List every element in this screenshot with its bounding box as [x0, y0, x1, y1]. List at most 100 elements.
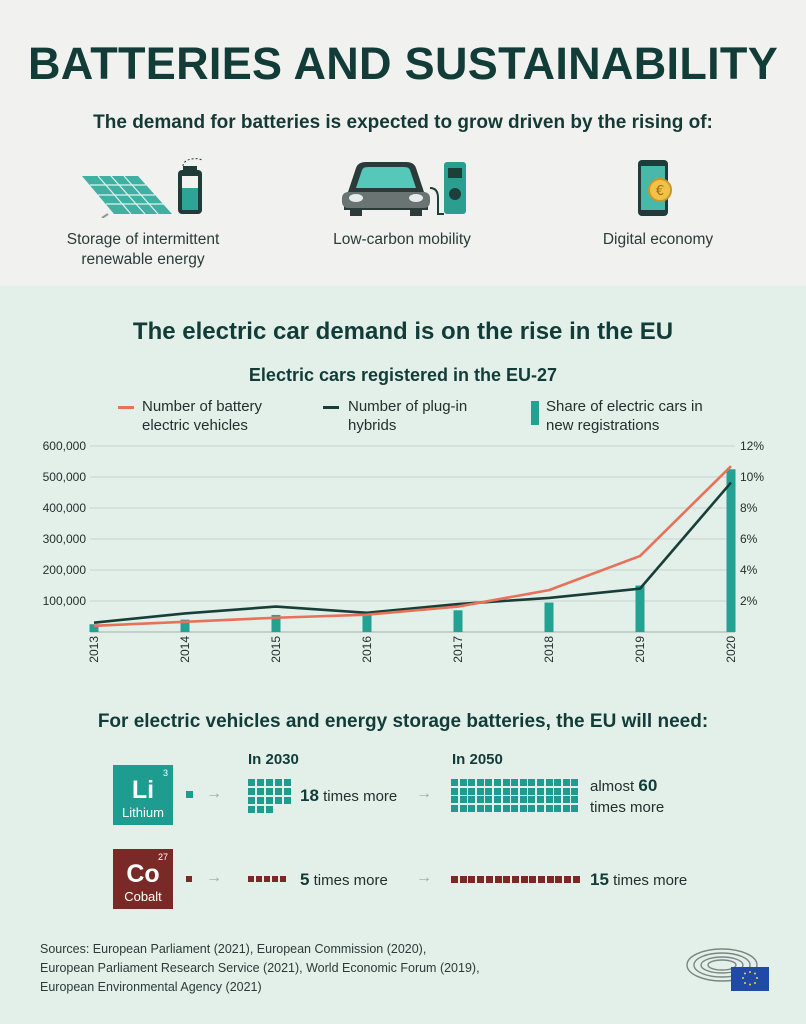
unit-square [275, 788, 282, 795]
unit-square [494, 796, 501, 804]
unit-square [528, 804, 536, 812]
lithium-element-tile: Li 3 Lithium [113, 765, 173, 825]
section-heading: The electric car demand is on the rise i… [132, 318, 674, 345]
unit-square [275, 797, 282, 804]
unit-square [476, 787, 484, 795]
unit-square [485, 796, 493, 804]
unit-square [562, 779, 570, 786]
unit-square [468, 787, 476, 795]
unit-square [511, 779, 519, 786]
arrow-icon: → [416, 869, 432, 886]
unit-square [485, 876, 493, 883]
unit-square [537, 804, 544, 812]
unit-square [545, 796, 553, 804]
unit-square [494, 787, 501, 795]
x-tick-label: 2019 [633, 636, 647, 663]
legend-share-label: Share of electric cars in new registrati… [546, 398, 703, 434]
unit-square [502, 779, 510, 786]
unit-square [571, 804, 579, 812]
x-tick-label: 2016 [360, 636, 374, 663]
unit-square [571, 787, 579, 795]
european-parliament-logo [686, 948, 769, 991]
unit-square [248, 797, 255, 804]
unit-square [519, 796, 527, 804]
unit-square [248, 788, 255, 795]
unit-square [572, 876, 580, 883]
y-left-tick-label: 200,000 [43, 563, 87, 577]
cobalt-2030-multiplier: 5 times more [300, 870, 388, 889]
lithium-name: Lithium [122, 805, 164, 820]
needs-heading: For electric vehicles and energy storage… [97, 711, 709, 732]
unit-square [257, 797, 264, 804]
cobalt-2050-multiplier: 15 times more [590, 870, 688, 889]
unit-square [468, 779, 476, 786]
unit-square [266, 797, 273, 804]
battery-electric-line [93, 465, 732, 628]
svg-text:€: € [656, 184, 664, 199]
y-right-tick-label: 6% [740, 532, 758, 546]
lithium-symbol: Li [131, 776, 155, 804]
x-tick-label: 2014 [178, 636, 192, 663]
unit-square [545, 804, 553, 812]
cobalt-name: Cobalt [124, 889, 162, 904]
sources: Sources: European Parliament (2021), Eur… [40, 940, 480, 997]
unit-square [564, 876, 572, 883]
unit-square [451, 796, 458, 804]
unit-square [537, 787, 544, 795]
cobalt-2050-row [451, 876, 581, 883]
arrow-icon: → [206, 785, 222, 802]
legend-phev-label: Number of plug-in hybrids [348, 398, 468, 434]
share-bar [362, 614, 372, 632]
unit-square [562, 804, 570, 812]
arrow-icon: → [416, 785, 432, 802]
share-bar [180, 619, 190, 632]
y-left-tick-label: 300,000 [43, 532, 87, 546]
unit-square [459, 876, 467, 883]
unit-square [284, 797, 291, 804]
y-right-tick-label: 10% [740, 470, 764, 484]
unit-square [511, 876, 519, 883]
unit-square [519, 804, 527, 812]
unit-square [257, 806, 264, 813]
year-2050-label: In 2050 [452, 751, 503, 768]
unit-square [459, 796, 467, 804]
plug-in-hybrid-line [93, 481, 732, 624]
share-bar [544, 602, 554, 632]
lithium-2050-multiplier: almost 60 times more [590, 776, 665, 816]
share-bar [453, 610, 463, 632]
lithium-2030-grid [248, 779, 294, 813]
unit-square [503, 876, 511, 883]
unit-square [485, 804, 493, 812]
unit-square [545, 779, 553, 786]
chart-title: Electric cars registered in the EU-27 [248, 365, 558, 385]
unit-square [477, 876, 485, 883]
unit-square [502, 796, 510, 804]
page-subtitle: The demand for batteries is expected to … [93, 112, 713, 133]
unit-square [511, 804, 519, 812]
unit-square [528, 787, 536, 795]
sources-line: European Environmental Agency (2021) [40, 980, 262, 994]
share-bar [271, 614, 281, 632]
lithium-2050-grid [451, 779, 581, 812]
lithium-2030-multiplier: 18 times more [300, 786, 398, 805]
x-tick-label: 2013 [87, 636, 101, 663]
unit-square [528, 796, 536, 804]
y-left-tick-label: 100,000 [43, 594, 87, 608]
unit-square [528, 779, 536, 786]
unit-square [554, 787, 562, 795]
legend-bev-swatch [118, 406, 134, 409]
unit-square [451, 804, 458, 812]
cobalt-2030-row [248, 876, 294, 882]
unit-square [257, 788, 264, 795]
unit-square [272, 876, 278, 882]
header-section [0, 0, 806, 286]
unit-square [538, 876, 545, 883]
unit-square [284, 779, 291, 786]
electric-car-charger-icon [342, 162, 466, 216]
unit-square [571, 796, 579, 804]
unit-square [519, 787, 527, 795]
unit-square [468, 876, 476, 883]
unit-square [545, 787, 553, 795]
unit-square [537, 779, 544, 786]
unit-square [562, 787, 570, 795]
